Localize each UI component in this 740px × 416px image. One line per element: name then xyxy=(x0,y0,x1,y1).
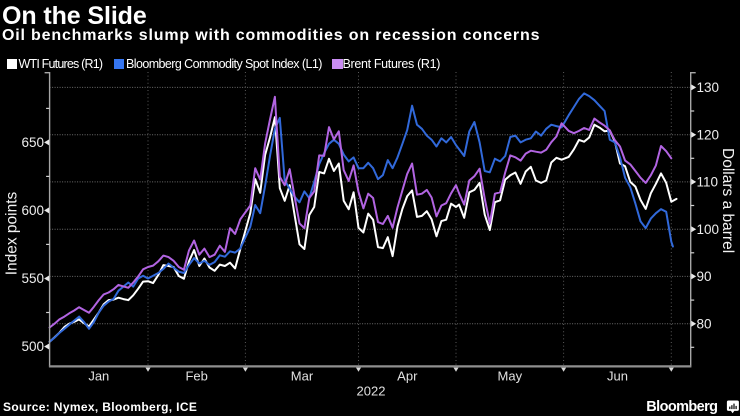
svg-text:90: 90 xyxy=(697,269,712,284)
svg-text:550: 550 xyxy=(21,271,44,286)
svg-text:600: 600 xyxy=(21,203,44,218)
svg-text:2022: 2022 xyxy=(357,384,386,399)
svg-text:Jun: Jun xyxy=(607,369,628,384)
svg-text:120: 120 xyxy=(697,127,720,142)
svg-text:Dollars a barrel: Dollars a barrel xyxy=(719,148,736,253)
svg-text:100: 100 xyxy=(697,222,720,237)
svg-text:Apr: Apr xyxy=(397,369,418,384)
svg-text:Feb: Feb xyxy=(185,369,207,384)
svg-text:500: 500 xyxy=(21,339,44,354)
svg-text:Jan: Jan xyxy=(88,369,109,384)
svg-text:Mar: Mar xyxy=(291,369,314,384)
svg-text:80: 80 xyxy=(697,316,712,331)
svg-text:May: May xyxy=(498,369,523,384)
svg-text:130: 130 xyxy=(697,80,720,95)
svg-text:650: 650 xyxy=(21,135,44,150)
svg-text:Index points: Index points xyxy=(4,191,21,275)
svg-text:110: 110 xyxy=(697,175,719,190)
